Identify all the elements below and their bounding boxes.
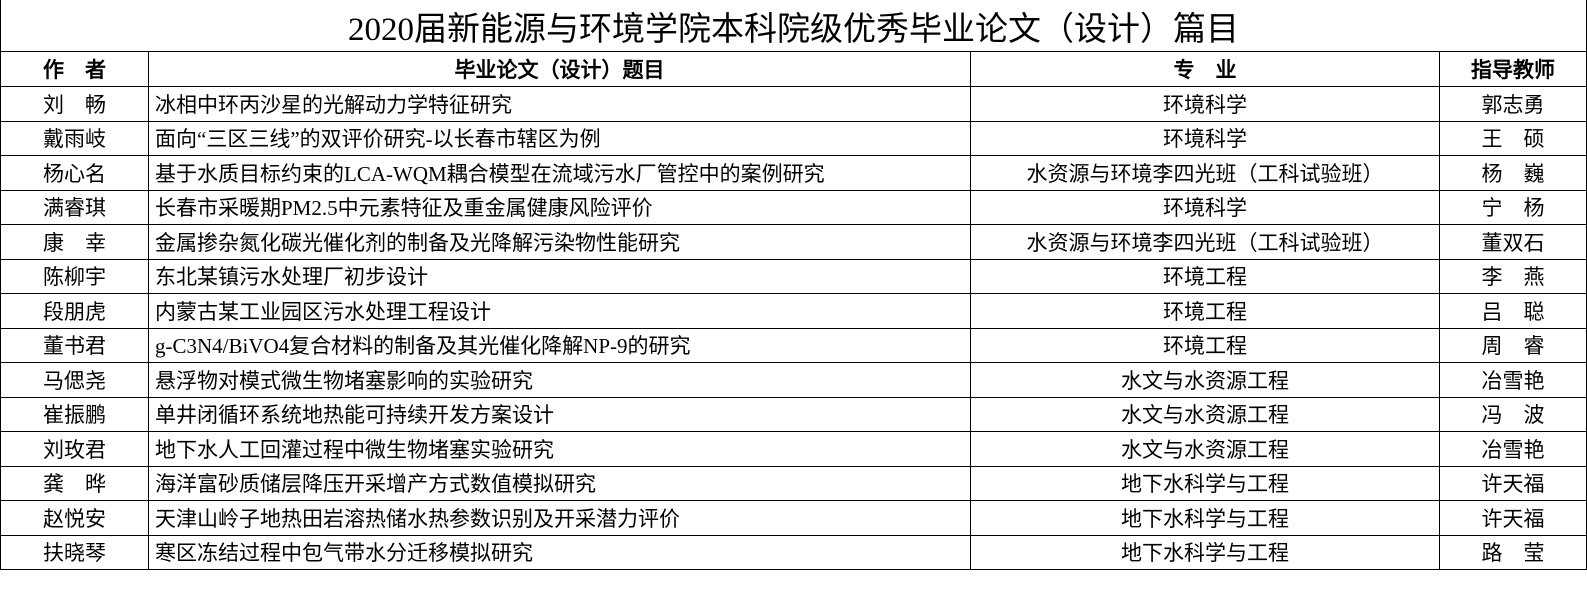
page-title: 2020届新能源与环境学院本科院级优秀毕业论文（设计）篇目: [0, 0, 1587, 52]
thesis-title-cell: 悬浮物对模式微生物堵塞影响的实验研究: [148, 362, 971, 398]
header-title: 毕业论文（设计）题目: [148, 51, 971, 87]
table-row: 段朋虎 内蒙古某工业园区污水处理工程设计 环境工程吕 聪: [0, 293, 1587, 329]
major-cell: 环境科学: [970, 120, 1440, 156]
table-row: 马偲尧 悬浮物对模式微生物堵塞影响的实验研究 水文与水资源工程 冶雪艳: [0, 362, 1587, 398]
table-row: 崔振鹏 单井闭循环系统地热能可持续开发方案设计 水文与水资源工程冯 波: [0, 396, 1587, 432]
table-row: 龚 晔海洋富砂质储层降压开采增产方式数值模拟研究 地下水科学与工程 许天福: [0, 465, 1587, 501]
advisor-cell: 吕 聪: [1439, 293, 1587, 329]
header-advisor: 指导教师: [1439, 51, 1587, 87]
major-cell: 水文与水资源工程: [970, 396, 1440, 432]
author-cell: 陈柳宇: [0, 258, 149, 294]
table-row: 杨心名 基于水质目标约束的LCA-WQM耦合模型在流域污水厂管控中的案例研究 水资源…: [0, 155, 1587, 191]
thesis-list-table: 2020届新能源与环境学院本科院级优秀毕业论文（设计）篇目 作 者 毕业论文（设…: [0, 0, 1587, 570]
thesis-title-cell: 东北某镇污水处理厂初步设计: [148, 258, 971, 294]
author-cell: 董书君: [0, 327, 149, 363]
major-cell: 环境工程: [970, 327, 1440, 363]
major-cell: 地下水科学与工程: [970, 500, 1440, 536]
author-cell: 龚 晔: [0, 465, 149, 501]
author-cell: 扶晓琴: [0, 534, 149, 570]
author-cell: 杨心名: [0, 155, 149, 191]
advisor-cell: 李 燕: [1439, 258, 1587, 294]
author-cell: 戴雨岐: [0, 120, 149, 156]
advisor-cell: 郭志勇: [1439, 86, 1587, 122]
table-row: 刘 畅冰相中环丙沙星的光解动力学特征研究 环境科学 郭志勇: [0, 86, 1587, 122]
author-cell: 马偲尧: [0, 362, 149, 398]
thesis-title-cell: 面向“三区三线”的双评价研究-以长春市辖区为例: [148, 120, 971, 156]
major-cell: 地下水科学与工程: [970, 465, 1440, 501]
thesis-title-cell: 金属掺杂氮化碳光催化剂的制备及光降解污染物性能研究: [148, 224, 971, 260]
title-row: 2020届新能源与环境学院本科院级优秀毕业论文（设计）篇目: [0, 0, 1587, 52]
advisor-cell: 冶雪艳: [1439, 431, 1587, 467]
thesis-title-cell: g-C3N4/BiVO4复合材料的制备及其光催化降解NP-9的研究: [148, 327, 971, 363]
major-cell: 环境科学: [970, 86, 1440, 122]
advisor-cell: 路 莹: [1439, 534, 1587, 570]
table-row: 康 幸金属掺杂氮化碳光催化剂的制备及光降解污染物性能研究 水资源与环境李四光班（工…: [0, 224, 1587, 260]
major-cell: 环境工程: [970, 293, 1440, 329]
thesis-title-cell: 长春市采暖期PM2.5中元素特征及重金属健康风险评价: [148, 189, 971, 225]
thesis-title-cell: 内蒙古某工业园区污水处理工程设计: [148, 293, 971, 329]
table-row: 戴雨岐 面向“三区三线”的双评价研究-以长春市辖区为例 环境科学王 硕: [0, 120, 1587, 156]
major-cell: 水资源与环境李四光班（工科试验班）: [970, 155, 1440, 191]
advisor-cell: 冶雪艳: [1439, 362, 1587, 398]
header-row: 作 者 毕业论文（设计）题目 专 业 指导教师: [0, 51, 1587, 87]
author-cell: 刘 畅: [0, 86, 149, 122]
major-cell: 水文与水资源工程: [970, 362, 1440, 398]
advisor-cell: 许天福: [1439, 500, 1587, 536]
major-cell: 环境科学: [970, 189, 1440, 225]
table-row: 扶晓琴 寒区冻结过程中包气带水分迁移模拟研究 地下水科学与工程路 莹: [0, 534, 1587, 570]
advisor-cell: 王 硕: [1439, 120, 1587, 156]
author-cell: 段朋虎: [0, 293, 149, 329]
author-cell: 康 幸: [0, 224, 149, 260]
advisor-cell: 杨 巍: [1439, 155, 1587, 191]
author-cell: 赵悦安: [0, 500, 149, 536]
author-cell: 崔振鹏: [0, 396, 149, 432]
table-row: 董书君 g-C3N4/BiVO4复合材料的制备及其光催化降解NP-9的研究 环境工程…: [0, 327, 1587, 363]
major-cell: 地下水科学与工程: [970, 534, 1440, 570]
author-cell: 刘玫君: [0, 431, 149, 467]
advisor-cell: 许天福: [1439, 465, 1587, 501]
major-cell: 水资源与环境李四光班（工科试验班）: [970, 224, 1440, 260]
thesis-title-cell: 海洋富砂质储层降压开采增产方式数值模拟研究: [148, 465, 971, 501]
advisor-cell: 冯 波: [1439, 396, 1587, 432]
thesis-title-cell: 单井闭循环系统地热能可持续开发方案设计: [148, 396, 971, 432]
thesis-title-cell: 天津山岭子地热田岩溶热储水热参数识别及开采潜力评价: [148, 500, 971, 536]
thesis-title-cell: 基于水质目标约束的LCA-WQM耦合模型在流域污水厂管控中的案例研究: [148, 155, 971, 191]
table-row: 赵悦安 天津山岭子地热田岩溶热储水热参数识别及开采潜力评价 地下水科学与工程 许天福: [0, 500, 1587, 536]
thesis-title-cell: 地下水人工回灌过程中微生物堵塞实验研究: [148, 431, 971, 467]
advisor-cell: 周 睿: [1439, 327, 1587, 363]
table-row: 刘玫君 地下水人工回灌过程中微生物堵塞实验研究 水文与水资源工程 冶雪艳: [0, 431, 1587, 467]
header-major: 专 业: [970, 51, 1440, 87]
table-row: 陈柳宇 东北某镇污水处理厂初步设计 环境工程李 燕: [0, 258, 1587, 294]
thesis-title-cell: 寒区冻结过程中包气带水分迁移模拟研究: [148, 534, 971, 570]
header-author: 作 者: [0, 51, 149, 87]
advisor-cell: 宁 杨: [1439, 189, 1587, 225]
advisor-cell: 董双石: [1439, 224, 1587, 260]
author-cell: 满睿琪: [0, 189, 149, 225]
table-row: 满睿琪 长春市采暖期PM2.5中元素特征及重金属健康风险评价 环境科学宁 杨: [0, 189, 1587, 225]
major-cell: 环境工程: [970, 258, 1440, 294]
thesis-title-cell: 冰相中环丙沙星的光解动力学特征研究: [148, 86, 971, 122]
major-cell: 水文与水资源工程: [970, 431, 1440, 467]
